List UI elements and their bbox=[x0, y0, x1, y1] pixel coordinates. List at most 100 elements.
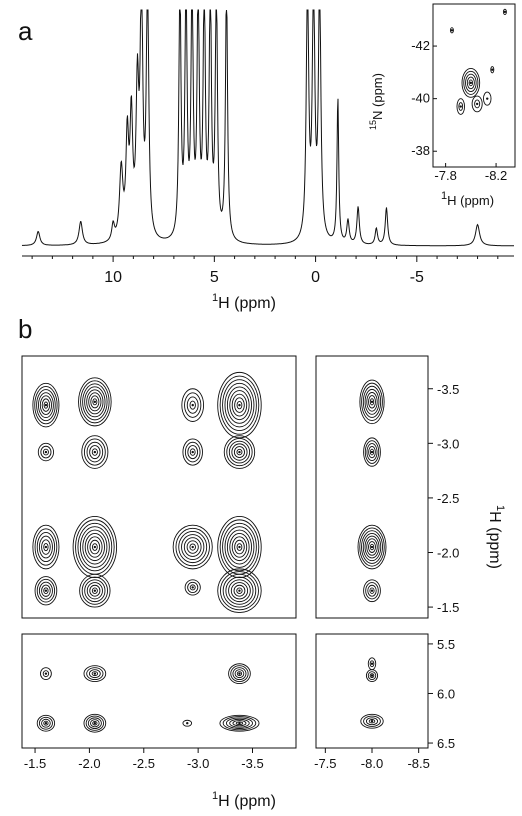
b-bottom-left-peak-center bbox=[238, 672, 241, 675]
spectrum-x-label-superscript: 1 bbox=[212, 292, 218, 304]
b-top-left-peak-contour bbox=[84, 533, 105, 562]
b-bottom-right-peak-center bbox=[370, 720, 374, 723]
b-top-left-peak-contour bbox=[226, 529, 252, 565]
b-top-left-peak-contour bbox=[219, 375, 260, 435]
b-top-left-peak-contour bbox=[36, 532, 56, 563]
b-top-left-peak-contour bbox=[183, 537, 202, 557]
b-top-right-peak-contour bbox=[366, 538, 378, 556]
b-top-right-peak-contour bbox=[367, 584, 377, 597]
inset-contours bbox=[449, 8, 507, 115]
b-top-left-peak-contour bbox=[234, 539, 245, 555]
b-bottom-left-peak-contour bbox=[219, 714, 260, 732]
b-top-left-peak-contour bbox=[89, 445, 101, 460]
b-bottom-left-peak-contour bbox=[90, 719, 100, 728]
inset-peak-center bbox=[469, 81, 473, 85]
inset-y-tick-label: -40 bbox=[411, 91, 430, 106]
b-top-left-peak-contour bbox=[228, 579, 251, 603]
panel-b-y-label-superscript: 1 bbox=[494, 505, 506, 511]
b-top-left-peak-contour bbox=[38, 392, 54, 419]
b-top-right-peak-contour bbox=[368, 445, 376, 459]
b-bottom-left-peak-contour bbox=[88, 669, 101, 679]
inset-x-tick-label: -8.2 bbox=[485, 168, 507, 183]
b-bottom-left-peak-contour bbox=[230, 665, 249, 683]
b-bottom-left-peak-contour bbox=[232, 720, 247, 727]
b-bottom-left-peak-contour bbox=[42, 670, 50, 678]
b-bottom-left-frame bbox=[21, 633, 297, 749]
b-top-left-peak-contour bbox=[89, 584, 101, 597]
b-bottom-right-y-tick-label: 6.0 bbox=[437, 686, 455, 701]
b-top-left-peak-contour bbox=[41, 584, 51, 597]
b-bottom-left-peak-center bbox=[93, 722, 97, 725]
inset-peak-contour bbox=[466, 76, 475, 90]
b-top-right-peak-contour bbox=[369, 543, 375, 551]
b-top-right-peak-contour bbox=[361, 530, 383, 564]
b-top-left-peak-contour bbox=[231, 536, 248, 558]
b-top-left-peak-center bbox=[44, 450, 48, 454]
spectrum-tick-label: 10 bbox=[104, 269, 122, 286]
b-top-right-peak-contour bbox=[363, 437, 381, 467]
b-top-left-peak-contour bbox=[236, 401, 243, 410]
b-bottom-right-x-tick-label: -8.5 bbox=[407, 756, 429, 771]
b-bottom-left-peak-contour bbox=[40, 667, 52, 681]
b-top-left-peak-contour bbox=[82, 383, 108, 421]
spectrum-tick-label: -5 bbox=[410, 269, 424, 286]
b-top-right-peak-contour bbox=[364, 388, 380, 415]
inset-peak-contour bbox=[502, 8, 507, 15]
b-top-left-peak-contour bbox=[182, 438, 203, 466]
b-top-left-peak-center bbox=[191, 545, 194, 549]
b-top-left-peak-contour bbox=[175, 527, 210, 567]
b-top-left-peak-contour bbox=[187, 445, 199, 460]
spectrum-x-ticks: 10 5 0 -5 bbox=[31, 256, 499, 286]
b-top-right-y-tick-label: -3.5 bbox=[437, 382, 459, 397]
inset-y-label-text: N (ppm) bbox=[370, 73, 385, 120]
inset-peak-contour bbox=[474, 99, 481, 109]
inset-peak-contour bbox=[468, 79, 474, 87]
panel-b-x-axis-label: 1H (ppm) bbox=[212, 790, 276, 810]
b-top-left-peak-contour bbox=[81, 576, 108, 605]
b-bottom-left-peak-center bbox=[186, 722, 189, 725]
b-bottom-left-x-tick-label: -1.5 bbox=[24, 756, 46, 771]
b-top-left-peak-contour bbox=[234, 397, 245, 413]
b-top-left-peak-contour bbox=[37, 442, 54, 462]
b-top-left-peak-contour bbox=[219, 571, 259, 611]
panel-b-ticks: -3.5 -3.0 -2.5 -2.0 -1.5 -1.5 -2.0 -2.5 -3.0 -3.5… bbox=[24, 382, 460, 771]
b-top-left-peak-contour bbox=[236, 587, 243, 594]
b-top-left-peak-contour bbox=[189, 448, 196, 456]
b-top-left-peak-center bbox=[44, 589, 48, 592]
b-top-right-peak-contour bbox=[368, 541, 376, 553]
b-bottom-left-peak-contour bbox=[83, 713, 107, 733]
b-top-left-peak-contour bbox=[189, 543, 196, 551]
b-top-left-peak-contour bbox=[222, 522, 257, 572]
b-top-right-peak-contour bbox=[364, 440, 380, 464]
b-top-left-peak-center bbox=[93, 450, 97, 454]
b-bottom-right-x-tick-label: -8.0 bbox=[361, 756, 383, 771]
b-top-left-peak-contour bbox=[231, 393, 248, 417]
b-bottom-left-peak-contour bbox=[36, 714, 56, 732]
b-top-left-peak-center bbox=[191, 450, 194, 454]
b-top-left-peak-contour bbox=[40, 445, 52, 459]
b-top-left-peak-contour bbox=[34, 385, 58, 425]
inset-peak-contour bbox=[463, 70, 479, 95]
b-bottom-right-peak-contour bbox=[369, 660, 375, 668]
b-top-right-peak-contour bbox=[369, 398, 375, 406]
b-top-left-peak-center bbox=[238, 589, 241, 592]
b-top-left-peak-contour bbox=[86, 389, 104, 415]
inset-peak-center bbox=[450, 29, 454, 32]
b-top-left-peak-contour bbox=[82, 529, 108, 565]
b-top-right-y-tick-label: -2.0 bbox=[437, 546, 459, 561]
b-top-left-peak-contour bbox=[222, 379, 257, 432]
b-bottom-left-peak-contour bbox=[235, 721, 244, 725]
b-top-left-peak-contour bbox=[181, 388, 205, 422]
b-top-left-peak-contour bbox=[217, 516, 262, 579]
inset-peak-center bbox=[503, 10, 507, 14]
b-bottom-left-peak-contour bbox=[91, 671, 99, 677]
inset-x-label-superscript: 1 bbox=[441, 190, 447, 202]
b-top-left-peak-contour bbox=[34, 528, 58, 566]
inset-x-axis-label: 1H (ppm) bbox=[441, 190, 494, 208]
b-top-left-peak-contour bbox=[217, 568, 262, 613]
b-bottom-right-peak-contour bbox=[369, 673, 375, 679]
b-bottom-left-peak-center bbox=[44, 722, 48, 725]
b-top-left-peak-contour bbox=[91, 448, 98, 456]
b-top-right-peak-contour bbox=[369, 587, 375, 594]
